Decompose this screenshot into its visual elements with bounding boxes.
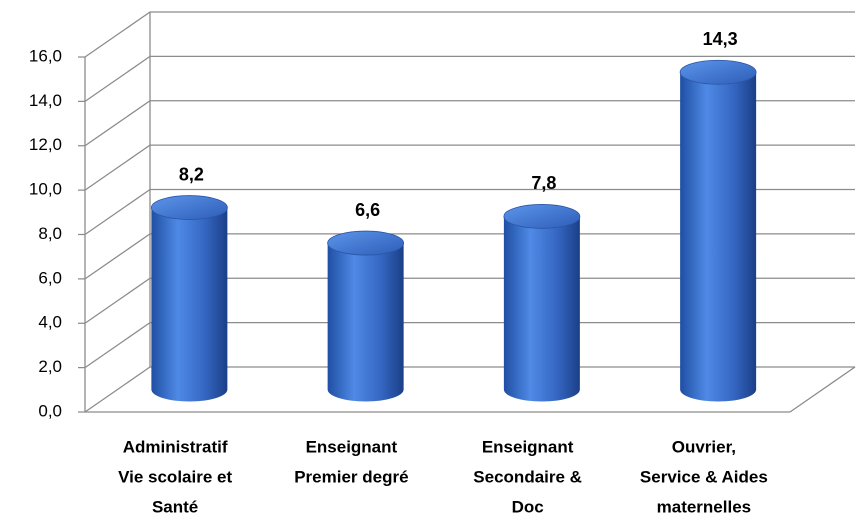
x-tick-label: Doc: [512, 497, 544, 516]
cylinder-top: [150, 195, 228, 220]
x-tick-label: Enseignant: [482, 437, 574, 456]
value-label: 7,8: [531, 173, 556, 193]
cylinder: [151, 207, 228, 402]
y-tick-label: 0,0: [38, 401, 62, 420]
cylinder-top: [679, 59, 757, 85]
x-tick-label: Administratif: [123, 437, 228, 456]
value-label: 6,6: [355, 200, 380, 220]
x-tick-label: Premier degré: [294, 467, 408, 486]
y-tick-label: 14,0: [29, 91, 62, 110]
y-tick-label: 6,0: [38, 268, 62, 287]
y-tick-label: 12,0: [29, 135, 62, 154]
x-tick-label: Service & Aides: [640, 467, 768, 486]
grid-line: [84, 11, 855, 58]
y-tick-label: 16,0: [29, 46, 62, 65]
cylinder: [680, 72, 757, 402]
y-tick-label: 4,0: [38, 313, 62, 332]
cylinder: [327, 243, 404, 402]
x-tick-label: Enseignant: [306, 437, 398, 456]
cylinder: [503, 216, 580, 402]
value-label: 14,3: [703, 29, 738, 49]
x-tick-label: maternelles: [657, 497, 752, 516]
x-tick-label: Secondaire &: [473, 467, 582, 486]
x-tick-label: Ouvrier,: [672, 437, 736, 456]
x-tick-label: Vie scolaire et: [118, 467, 232, 486]
cylinder-top: [327, 230, 405, 256]
y-tick-label: 10,0: [29, 180, 62, 199]
x-tick-label: Santé: [152, 497, 198, 516]
cylinder-top: [503, 204, 581, 229]
y-tick-label: 2,0: [38, 357, 62, 376]
value-label: 8,2: [179, 164, 204, 184]
floor-edge: [789, 366, 856, 413]
y-tick-label: 8,0: [38, 224, 62, 243]
